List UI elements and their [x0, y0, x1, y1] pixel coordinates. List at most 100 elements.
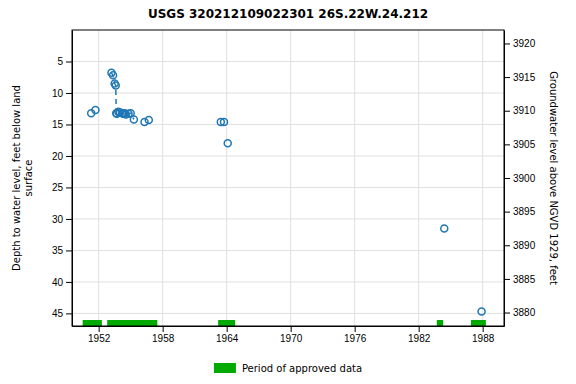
axis-line	[73, 326, 505, 327]
point	[441, 225, 448, 232]
tick-label: 25	[52, 182, 64, 193]
tick-mark	[504, 212, 510, 213]
point	[92, 106, 99, 113]
tick-mark	[504, 313, 510, 314]
tick-label: 3910	[513, 105, 536, 116]
tick: 1958	[152, 326, 175, 344]
legend-item: Period of approved data	[214, 363, 362, 374]
marks	[83, 69, 486, 326]
title: USGS 320212109022301 26S.22W.24.212	[148, 7, 428, 21]
tick-label: 3905	[513, 139, 536, 150]
tick-label: 40	[52, 277, 64, 288]
tick: 20	[52, 151, 72, 162]
tick: 3890	[504, 240, 536, 251]
tick-label: 35	[52, 245, 64, 256]
tick-mark	[66, 156, 72, 157]
y-axis: 5 10 15 20 25 30 35 40 45	[52, 31, 73, 327]
tick-label: 10	[52, 88, 64, 99]
axis-line	[72, 31, 73, 327]
tick: 1952	[88, 326, 111, 344]
tick-mark	[504, 245, 510, 246]
tick-mark	[419, 326, 420, 332]
tick-mark	[504, 178, 510, 179]
tick-mark	[66, 313, 72, 314]
tick-mark	[355, 326, 356, 332]
y2-axis-label: Groundwater level above NGVD 1929, feet	[548, 71, 559, 285]
period-bar	[107, 320, 157, 326]
tick-label: 1976	[344, 333, 367, 344]
tick-mark	[66, 61, 72, 62]
grid-line	[72, 61, 504, 62]
point	[141, 118, 148, 125]
grid-line	[72, 218, 504, 219]
tick-label: 1970	[280, 333, 303, 344]
series	[111, 73, 133, 120]
period-bar	[471, 320, 486, 326]
tick-label: 3915	[513, 72, 536, 83]
tick-label: 3900	[513, 173, 536, 184]
tick: 3915	[504, 72, 536, 83]
period-bar	[218, 320, 235, 326]
line	[111, 73, 133, 120]
tick-mark	[504, 111, 510, 112]
chart-container: 1952 1958 1964 1970 1976 1982 1988 5 10 15 20 25 30 3…	[0, 0, 576, 384]
tick: 3905	[504, 139, 536, 150]
period-bar	[83, 320, 102, 326]
tick-mark	[291, 326, 292, 332]
tick-label: 3920	[513, 38, 536, 49]
tick: 3895	[504, 206, 536, 217]
point	[221, 118, 228, 125]
tick: 30	[52, 214, 72, 225]
tick-label: 1964	[216, 333, 239, 344]
tick-label: 30	[52, 214, 64, 225]
tick-mark	[504, 43, 510, 44]
legend-swatch	[214, 363, 236, 373]
series	[83, 320, 486, 326]
tick: 3920	[504, 38, 536, 49]
tick-label: 5	[57, 56, 63, 67]
tick-label: 3890	[513, 240, 536, 251]
tick-label: 1952	[88, 333, 111, 344]
grid	[72, 30, 504, 326]
plot: 1952 1958 1964 1970 1976 1982 1988 5 10 15 20 25 30 3…	[11, 7, 559, 344]
tick: 1970	[280, 326, 303, 344]
tick-mark	[504, 144, 510, 145]
grid-line	[72, 281, 504, 282]
tick-label: 1958	[152, 333, 175, 344]
tick: 1988	[472, 326, 495, 344]
legend: Period of approved data	[214, 363, 362, 374]
grid-line	[72, 187, 504, 188]
y-axis-label-line: Depth to water level, feet below land	[11, 85, 22, 271]
plot-frame	[72, 30, 504, 326]
tick-label: 1982	[408, 333, 431, 344]
legend-label: Period of approved data	[242, 363, 362, 374]
tick: 25	[52, 182, 72, 193]
tick-mark	[483, 326, 484, 332]
tick-mark	[504, 77, 510, 78]
point	[478, 308, 485, 315]
tick: 15	[52, 119, 72, 130]
tick: 3885	[504, 274, 536, 285]
tick: 1964	[216, 326, 239, 344]
tick: 1982	[408, 326, 431, 344]
tick: 35	[52, 245, 72, 256]
period-bar	[437, 320, 443, 326]
tick: 5	[57, 56, 72, 67]
tick-label: 3880	[513, 307, 536, 318]
tick-mark	[66, 282, 72, 283]
chart-svg: 1952 1958 1964 1970 1976 1982 1988 5 10 15 20 25 30 3…	[0, 0, 576, 384]
point	[224, 140, 231, 147]
tick: 45	[52, 308, 72, 319]
tick: 3900	[504, 173, 536, 184]
grid-line	[72, 92, 504, 93]
tick-mark	[66, 124, 72, 125]
tick-label: 3885	[513, 274, 536, 285]
tick: 10	[52, 88, 72, 99]
grid-line	[72, 313, 504, 314]
tick-mark	[227, 326, 228, 332]
y-axis-label: Depth to water level, feet below landsur…	[11, 85, 34, 271]
tick-mark	[66, 250, 72, 251]
tick-mark	[504, 279, 510, 280]
tick-label: 45	[52, 308, 64, 319]
tick: 40	[52, 277, 72, 288]
